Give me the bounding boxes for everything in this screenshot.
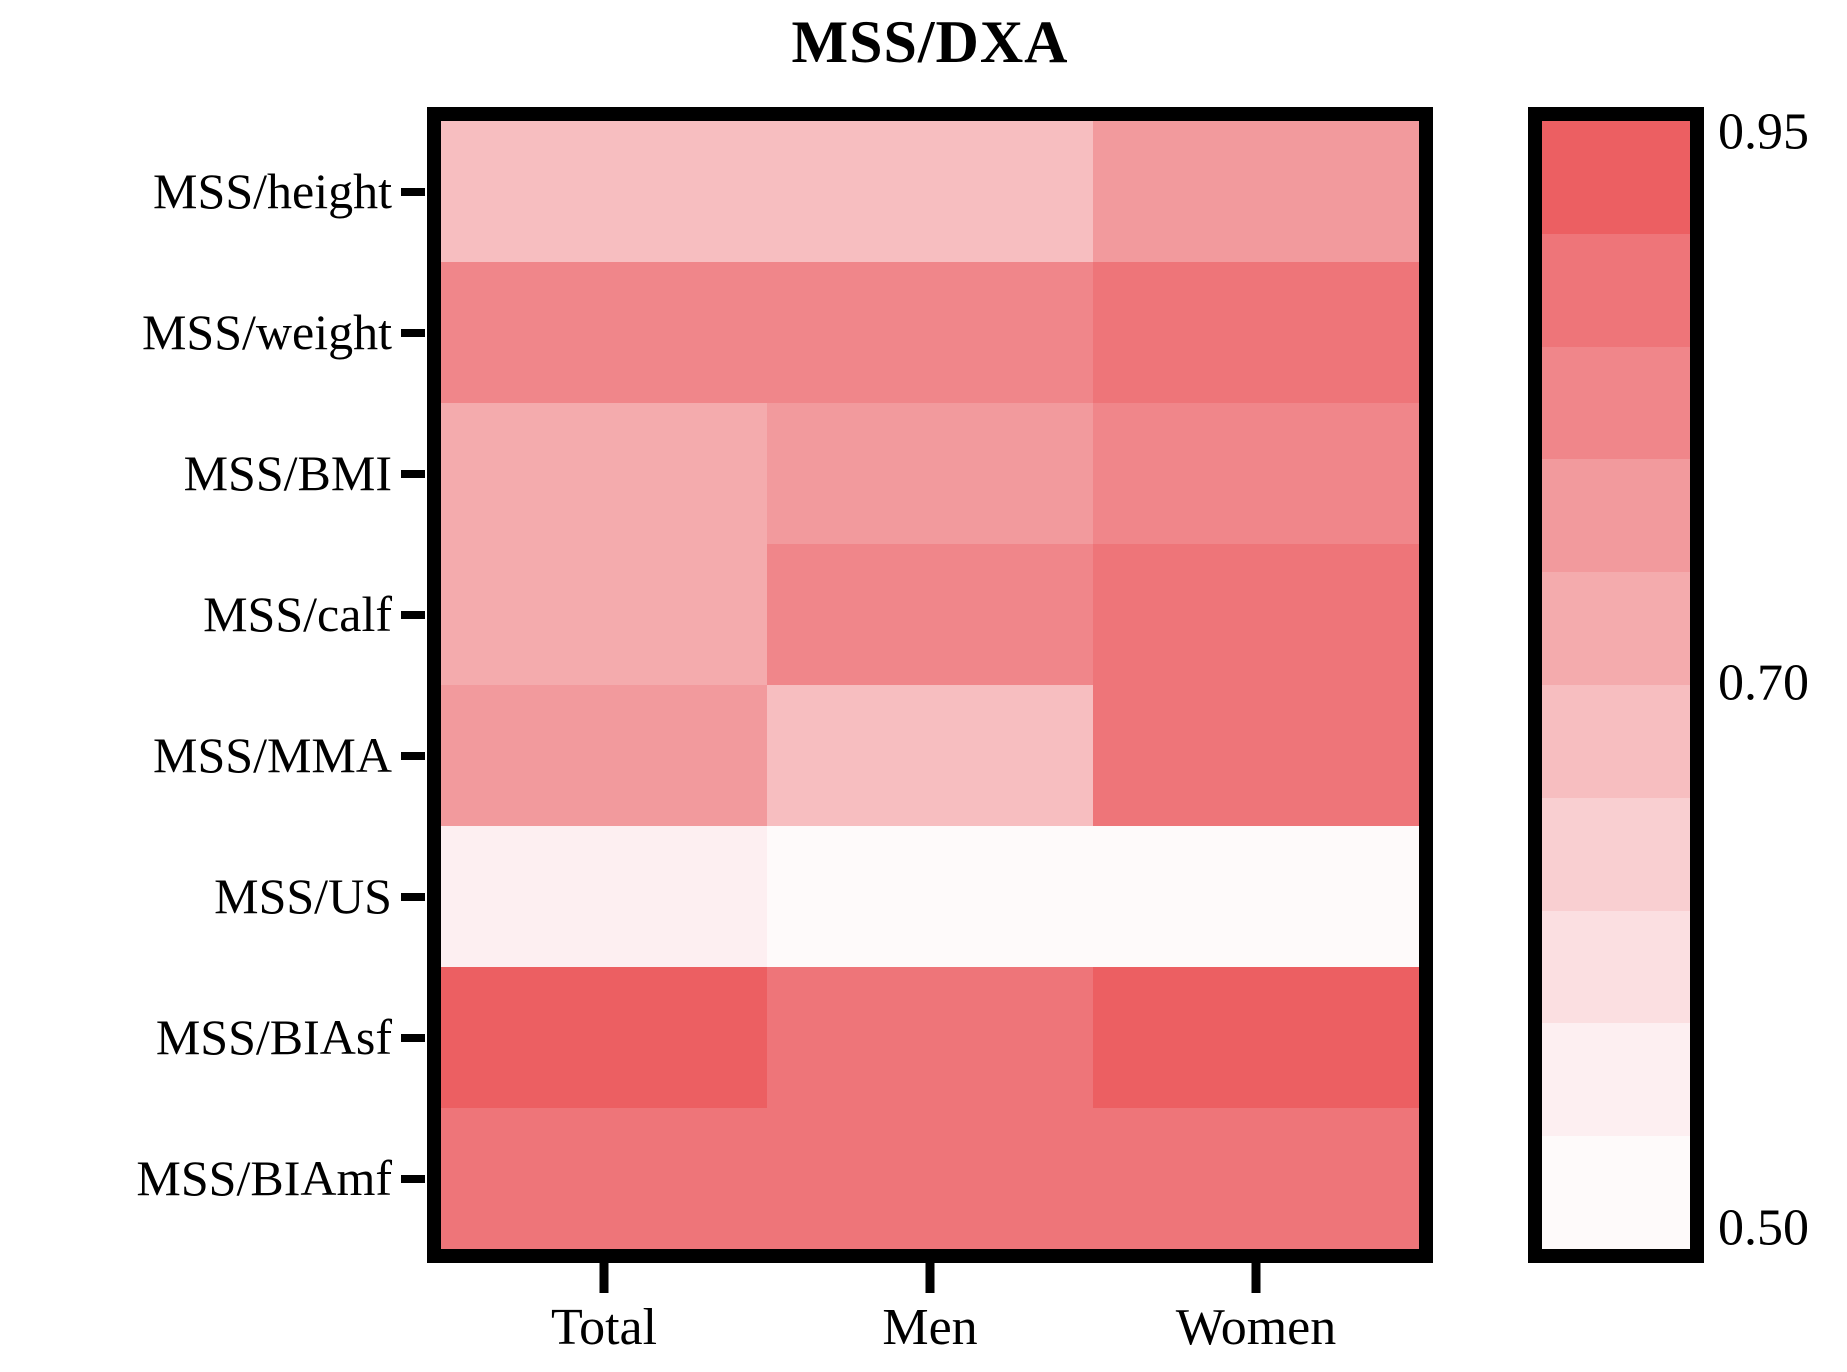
heatmap-cell	[1093, 967, 1419, 1108]
heatmap-cell	[441, 121, 767, 262]
heatmap-cell	[1093, 403, 1419, 544]
heatmap-cell	[441, 1108, 767, 1249]
row-label: MSS/weight	[141, 303, 392, 360]
heatmap-cell	[441, 403, 767, 544]
y-tick-mark	[401, 751, 425, 760]
colorbar-segment	[1542, 459, 1690, 573]
heatmap-cell	[441, 544, 767, 685]
colorbar-segment	[1542, 121, 1690, 234]
column-label: Women	[1175, 1299, 1337, 1356]
heatmap-cell	[1093, 1108, 1419, 1249]
colorbar-segment	[1542, 910, 1690, 1024]
y-tick-mark	[401, 1174, 425, 1183]
heatmap-cell	[1093, 544, 1419, 685]
colorbar-segment	[1542, 233, 1690, 347]
heatmap-grid	[427, 107, 1433, 1263]
row-label: MSS/calf	[203, 585, 392, 642]
heatmap-cell	[1093, 685, 1419, 826]
heatmap-cell	[441, 967, 767, 1108]
colorbar-segment	[1542, 684, 1690, 798]
chart-title: MSS/DXA	[791, 9, 1069, 75]
row-label: MSS/BIAsf	[155, 1008, 392, 1065]
y-tick-mark	[401, 469, 425, 478]
heatmap-cell	[767, 544, 1093, 685]
heatmap-cell	[441, 262, 767, 403]
y-tick-mark	[401, 328, 425, 337]
x-tick-mark	[1251, 1263, 1261, 1293]
row-label: MSS/BIAmf	[136, 1149, 392, 1206]
column-label: Total	[550, 1299, 658, 1356]
heatmap-cell	[767, 1108, 1093, 1249]
colorbar-tick-label: 0.70	[1718, 654, 1809, 712]
colorbar-segment	[1542, 1136, 1690, 1249]
heatmap-cell	[767, 262, 1093, 403]
colorbar-segment	[1542, 346, 1690, 460]
y-tick-mark	[401, 187, 425, 196]
row-label: MSS/US	[214, 867, 392, 924]
row-label: MSS/MMA	[153, 726, 392, 783]
heatmap-cell	[767, 967, 1093, 1108]
heatmap-cell	[1093, 121, 1419, 262]
y-tick-mark	[401, 1033, 425, 1042]
x-tick-mark	[599, 1263, 609, 1293]
column-label: Men	[882, 1299, 978, 1356]
x-tick-mark	[925, 1263, 935, 1293]
heatmap-cell	[767, 403, 1093, 544]
colorbar-tick-label: 0.50	[1718, 1199, 1809, 1257]
row-label: MSS/BMI	[183, 444, 392, 501]
heatmap-cell	[441, 685, 767, 826]
heatmap-cell	[1093, 262, 1419, 403]
colorbar-segment	[1542, 572, 1690, 685]
colorbar-segment	[1542, 1023, 1690, 1137]
heatmap-cell	[767, 826, 1093, 967]
colorbar-tick-label: 0.95	[1718, 103, 1809, 161]
y-tick-mark	[401, 610, 425, 619]
colorbar-segment	[1542, 797, 1690, 911]
colorbar	[1528, 107, 1704, 1263]
heatmap-cell	[767, 685, 1093, 826]
row-label: MSS/height	[153, 162, 392, 219]
heatmap-cell	[767, 121, 1093, 262]
heatmap-cell	[441, 826, 767, 967]
heatmap-cell	[1093, 826, 1419, 967]
y-tick-mark	[401, 892, 425, 901]
